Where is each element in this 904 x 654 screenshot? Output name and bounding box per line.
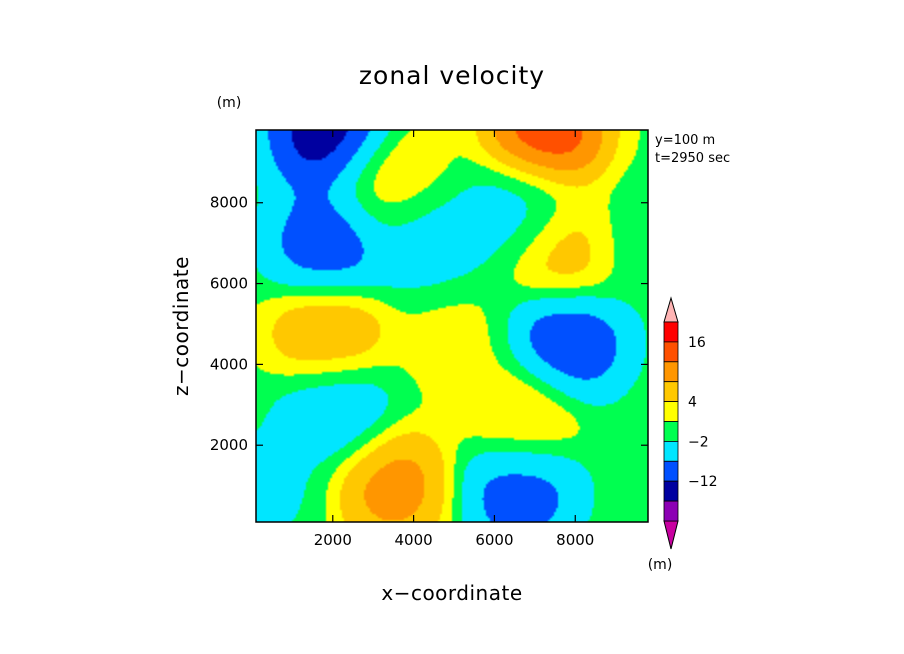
chart-title: zonal velocity bbox=[359, 61, 545, 90]
colorbar-band bbox=[663, 500, 679, 522]
x-axis-label: x−coordinate bbox=[381, 581, 522, 605]
x-tick-label: 8000 bbox=[556, 531, 594, 549]
colorbar-band bbox=[663, 381, 679, 403]
x-tick-label: 6000 bbox=[475, 531, 513, 549]
y-axis-label: z−coordinate bbox=[169, 256, 193, 396]
y-unit-label: (m) bbox=[217, 95, 242, 111]
x-tick-label: 4000 bbox=[395, 531, 433, 549]
y-tick-label: 4000 bbox=[210, 355, 248, 373]
y-tick-label: 2000 bbox=[210, 436, 248, 454]
colorbar-label: −12 bbox=[688, 474, 718, 490]
colorbar-band bbox=[663, 401, 679, 422]
colorbar-band bbox=[663, 421, 679, 442]
colorbar-unit-label: (m) bbox=[648, 557, 673, 573]
x-tick-label: 2000 bbox=[314, 531, 352, 549]
colorbar-band bbox=[663, 480, 679, 502]
colorbar-band bbox=[663, 440, 679, 462]
annotation-block: y=100 m t=2950 sec bbox=[655, 133, 730, 166]
y-axis: 2000 4000 6000 8000 bbox=[210, 194, 648, 454]
colorbar-extend-min bbox=[663, 520, 679, 550]
x-axis: 2000 4000 6000 8000 bbox=[314, 130, 594, 549]
colorbar-extend-max bbox=[663, 296, 679, 323]
colorbar-band bbox=[663, 321, 679, 343]
colorbar-label: 4 bbox=[688, 395, 697, 411]
colorbar: 16 4 −2 −12 bbox=[663, 296, 718, 550]
y-tick-label: 6000 bbox=[210, 275, 248, 293]
colorbar-band bbox=[663, 460, 679, 482]
plot-frame bbox=[255, 129, 649, 523]
annotation-y-position: y=100 m bbox=[655, 133, 715, 148]
y-tick-label: 8000 bbox=[210, 194, 248, 212]
colorbar-band bbox=[663, 341, 679, 363]
colorbar-band bbox=[663, 361, 679, 383]
colorbar-label: 16 bbox=[688, 335, 706, 351]
annotation-time: t=2950 sec bbox=[655, 151, 730, 166]
contour-field bbox=[256, 130, 648, 522]
colorbar-label: −2 bbox=[688, 434, 709, 450]
